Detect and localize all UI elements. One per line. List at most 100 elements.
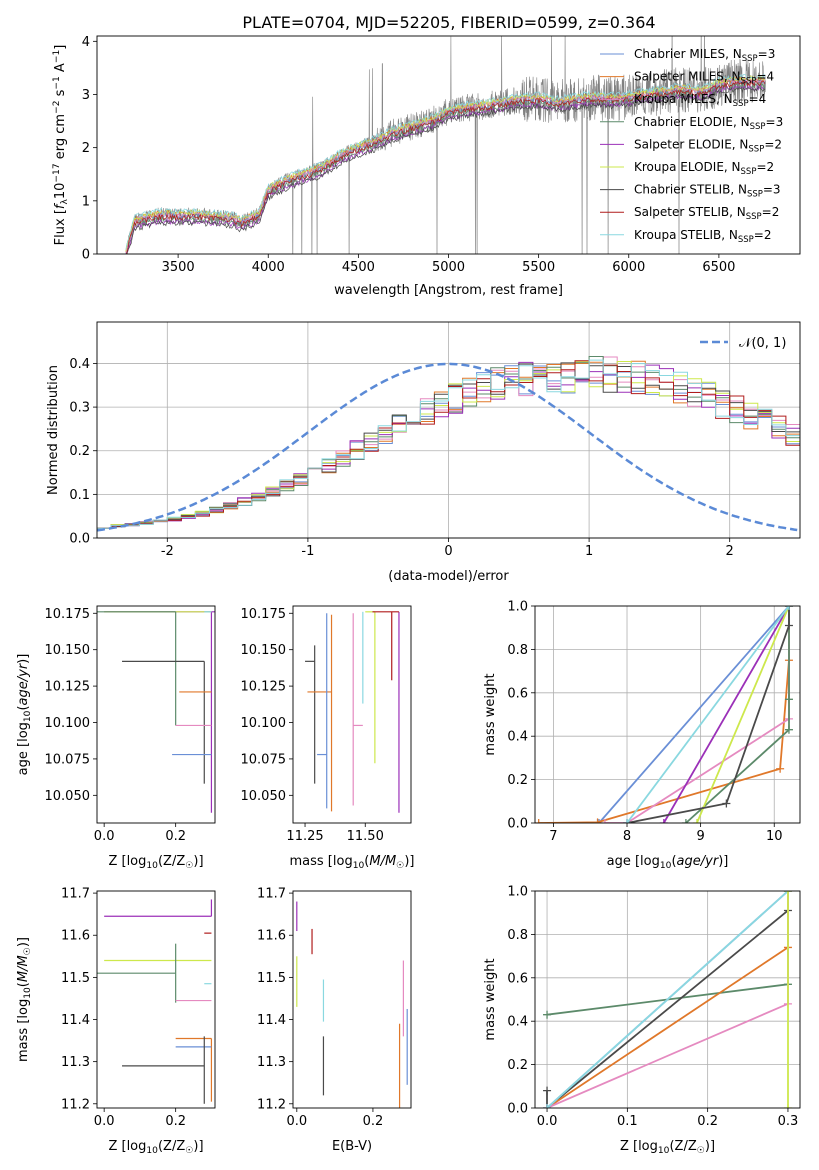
mass-weight-marker [784,606,793,610]
y-tick-label: 10.175 [241,607,287,622]
legend-entry: Kroupa MILES, NSSP=4 [634,92,766,109]
y-tick-label: 11.7 [257,887,286,902]
residual-histogram-salpeter_elodie [97,361,800,529]
y-axis-label: mass weight [483,958,498,1040]
x-axis-label: (data-model)/error [388,569,509,584]
y-tick-label: 11.7 [61,887,90,902]
model-spectrum-kroupa_stelib [125,73,766,250]
y-tick-label: 11.3 [61,1055,90,1070]
mass-weight-marker [692,819,701,823]
y-axis-label: age [log10(age/yr)] [16,654,33,776]
y-tick-label: 1 [82,194,90,209]
mass-weight-line-chabrier_stelib [626,606,790,823]
model-spectrum-chabrier_stelib [126,86,766,254]
mass-weight-marker [543,1010,552,1019]
legend-entry: Salpeter ELODIE, NSSP=2 [634,137,782,154]
y-tick-label: 0.4 [69,357,90,372]
mass-weight-line-chabrier_elodie [546,891,789,1016]
mass-weight-marker [783,1104,792,1108]
x-tick-label: 0.2 [165,829,186,844]
y-tick-label: 10.075 [45,752,91,767]
age_vs_mass-data [305,611,400,813]
y-tick-label: 1.0 [507,600,528,615]
x-tick-label: -2 [161,544,174,559]
y-tick-label: 1.0 [507,885,528,900]
y-axis-label: Normed distribution [46,365,61,495]
legend-entry: Salpeter STELIB, NSSP=2 [634,205,779,222]
residuals-data [97,356,800,532]
mass-weight-line-kroupa_elodie [696,606,790,823]
mass-weight-marker [535,819,543,823]
x-axis-label: E(B-V) [332,1139,372,1154]
y-tick-label: 0.8 [507,643,528,658]
x-tick-label: 0.2 [165,1114,186,1129]
mass-weight-line-kroupa_stelib [626,606,790,823]
residual-histogram-chabrier_miles [97,365,800,529]
mass-weight-marker [784,695,793,704]
y-tick-label: 10.125 [241,680,287,695]
x-axis-label: age [log10(age/yr)] [607,854,729,871]
x-tick-label: 2 [726,544,734,559]
y-tick-label: 11.4 [61,1013,90,1028]
x-tick-label: -1 [301,544,314,559]
x-tick-label: 1 [585,544,593,559]
mass-weight-line-salpeter_miles [538,606,790,823]
mass_vs_ebv-data [296,901,408,1108]
spectrum-panel: 3500 4000 4500 5000 5500 6000 6500 0 1 2 3 4 wavelen… [52,35,801,298]
age_vs_mass-panel: 11.25 11.50 10.050 10.075 10.100 10.125 10.150… [241,605,414,871]
x-tick-label: 5500 [522,260,555,275]
x-tick-label: 9 [696,829,704,844]
y-tick-label: 0.4 [507,730,528,745]
axes-frame [96,321,801,539]
x-tick-label: 5000 [432,260,465,275]
y-tick-label: 0.6 [507,971,528,986]
y-tick-label: 11.5 [257,971,286,986]
y-tick-label: 0.0 [69,532,90,547]
x-axis-label: Z [log10(Z/Z☉)] [108,1139,203,1156]
mass-weight-marker [681,819,690,823]
legend-entry: Kroupa ELODIE, NSSP=2 [634,160,774,177]
x-tick-label: 10 [766,829,783,844]
mass-weight-marker [659,819,668,823]
y-tick-label: 2 [82,141,90,156]
mass-weight-line-chabrier_elodie [685,606,790,823]
x-tick-label: 4500 [342,260,375,275]
x-tick-label: 6500 [702,260,735,275]
y-tick-label: 0.2 [69,444,90,459]
mass-weight-marker [784,725,793,734]
age_vs_Z-panel: 0.0 0.2 10.050 10.075 10.100 10.125 10.150 10.1… [16,605,216,871]
mass-weight-line-kroupa_stelib [546,891,789,1108]
y-tick-label: 0.2 [507,773,528,788]
y-tick-label: 10.100 [241,716,287,731]
y-tick-label: 10.125 [45,680,91,695]
age_vs_Z-data [97,611,215,813]
x-axis-label: wavelength [Angstrom, rest frame] [334,283,563,298]
mass-weight-marker [595,819,604,823]
figure-title: PLATE=0704, MJD=52205, FIBERID=0599, z=0… [242,13,655,32]
y-tick-label: 0.3 [69,401,90,416]
massweight_vs_age-panel: 7 8 9 10 0.0 0.2 0.4 0.6 0.8 1.0 age [log10(age/yr… [483,600,801,871]
spectrum-data [125,36,766,254]
residual-histogram-salpeter_stelib [97,360,800,529]
mass-weight-line-chabrier_miles [597,606,790,823]
mass-weight-marker [776,764,785,773]
y-tick-label: 11.2 [61,1097,90,1112]
mass_vs_ebv-panel: 0.0 0.2 11.2 11.3 11.4 11.5 11.6 11.7 E(B-V) [257,887,412,1154]
legend-entry: Kroupa STELIB, NSSP=2 [634,228,772,245]
y-tick-label: 10.175 [45,607,91,622]
mass_vs_Z-panel: 0.0 0.2 11.2 11.3 11.4 11.5 11.6 11.7 Z [log10(Z… [16,887,216,1156]
y-tick-label: 0 [82,248,90,263]
y-tick-label: 10.100 [45,716,91,731]
y-tick-label: 0.1 [69,488,90,503]
y-tick-label: 4 [82,35,90,50]
y-tick-label: 0.0 [507,1102,528,1117]
axes-frame [292,890,412,1109]
axes-frame [96,890,216,1109]
mass-weight-marker [623,819,632,823]
x-tick-label: 3500 [162,260,195,275]
massweight_vs_Z-panel: 0.0 0.1 0.2 0.3 0.0 0.2 0.4 0.6 0.8 1.0 Z [log10(Z… [483,885,801,1156]
legend-entry: Salpeter MILES, NSSP=4 [634,70,774,87]
mass-weight-marker [784,621,793,630]
y-tick-label: 11.2 [257,1097,286,1112]
x-tick-label: 0.2 [363,1114,384,1129]
